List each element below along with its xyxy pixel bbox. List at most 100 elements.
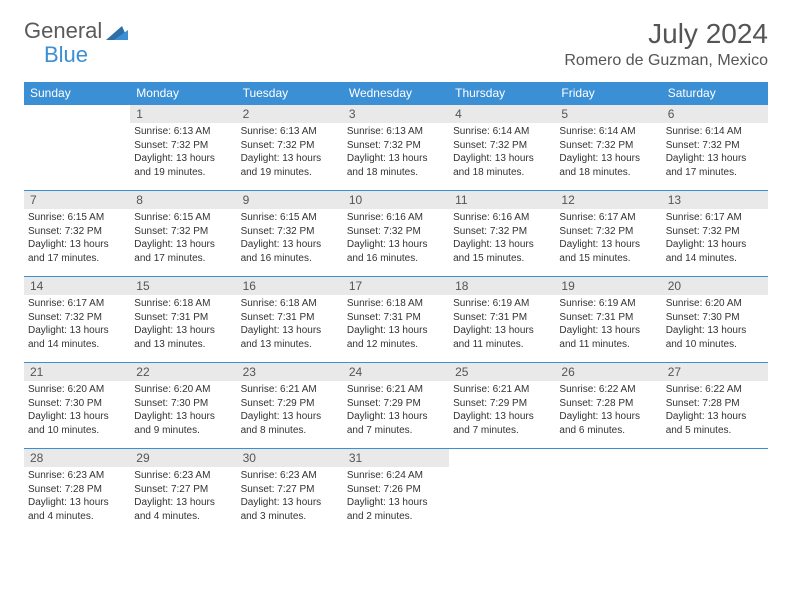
brand-text-1: General — [24, 18, 102, 44]
day-number: 16 — [237, 276, 343, 295]
calendar-cell: 2Sunrise: 6:13 AMSunset: 7:32 PMDaylight… — [237, 104, 343, 190]
calendar-cell — [662, 448, 768, 534]
day-details: Sunrise: 6:17 AMSunset: 7:32 PMDaylight:… — [24, 295, 130, 355]
day-number: 25 — [449, 362, 555, 381]
empty-day-bar — [555, 448, 661, 467]
day-details: Sunrise: 6:18 AMSunset: 7:31 PMDaylight:… — [130, 295, 236, 355]
day-number: 27 — [662, 362, 768, 381]
calendar-head: SundayMondayTuesdayWednesdayThursdayFrid… — [24, 82, 768, 104]
brand-logo: General — [24, 18, 130, 44]
day-number: 18 — [449, 276, 555, 295]
day-details: Sunrise: 6:15 AMSunset: 7:32 PMDaylight:… — [237, 209, 343, 269]
day-details: Sunrise: 6:14 AMSunset: 7:32 PMDaylight:… — [449, 123, 555, 183]
day-number: 31 — [343, 448, 449, 467]
day-number: 6 — [662, 104, 768, 123]
day-details: Sunrise: 6:14 AMSunset: 7:32 PMDaylight:… — [555, 123, 661, 183]
day-details: Sunrise: 6:13 AMSunset: 7:32 PMDaylight:… — [343, 123, 449, 183]
calendar-cell: 4Sunrise: 6:14 AMSunset: 7:32 PMDaylight… — [449, 104, 555, 190]
day-number: 22 — [130, 362, 236, 381]
calendar-cell: 23Sunrise: 6:21 AMSunset: 7:29 PMDayligh… — [237, 362, 343, 448]
calendar-cell: 3Sunrise: 6:13 AMSunset: 7:32 PMDaylight… — [343, 104, 449, 190]
calendar-cell: 19Sunrise: 6:19 AMSunset: 7:31 PMDayligh… — [555, 276, 661, 362]
day-details: Sunrise: 6:20 AMSunset: 7:30 PMDaylight:… — [130, 381, 236, 441]
day-number: 29 — [130, 448, 236, 467]
day-details: Sunrise: 6:19 AMSunset: 7:31 PMDaylight:… — [555, 295, 661, 355]
brand-row2: Blue — [24, 42, 88, 68]
calendar-cell — [24, 104, 130, 190]
day-number: 10 — [343, 190, 449, 209]
empty-day-bar — [662, 448, 768, 467]
day-details: Sunrise: 6:23 AMSunset: 7:27 PMDaylight:… — [130, 467, 236, 527]
calendar-table: SundayMondayTuesdayWednesdayThursdayFrid… — [24, 82, 768, 534]
weekday-header: Friday — [555, 82, 661, 104]
calendar-week-row: 14Sunrise: 6:17 AMSunset: 7:32 PMDayligh… — [24, 276, 768, 362]
day-details: Sunrise: 6:16 AMSunset: 7:32 PMDaylight:… — [449, 209, 555, 269]
weekday-header: Thursday — [449, 82, 555, 104]
calendar-body: 1Sunrise: 6:13 AMSunset: 7:32 PMDaylight… — [24, 104, 768, 534]
day-details: Sunrise: 6:21 AMSunset: 7:29 PMDaylight:… — [343, 381, 449, 441]
weekday-header: Tuesday — [237, 82, 343, 104]
weekday-header: Saturday — [662, 82, 768, 104]
day-details: Sunrise: 6:20 AMSunset: 7:30 PMDaylight:… — [662, 295, 768, 355]
day-number: 19 — [555, 276, 661, 295]
calendar-cell: 15Sunrise: 6:18 AMSunset: 7:31 PMDayligh… — [130, 276, 236, 362]
day-number: 14 — [24, 276, 130, 295]
day-number: 30 — [237, 448, 343, 467]
empty-day-bar — [24, 104, 130, 123]
calendar-cell: 12Sunrise: 6:17 AMSunset: 7:32 PMDayligh… — [555, 190, 661, 276]
day-details: Sunrise: 6:15 AMSunset: 7:32 PMDaylight:… — [24, 209, 130, 269]
day-details: Sunrise: 6:23 AMSunset: 7:27 PMDaylight:… — [237, 467, 343, 527]
day-details: Sunrise: 6:24 AMSunset: 7:26 PMDaylight:… — [343, 467, 449, 527]
day-number: 4 — [449, 104, 555, 123]
calendar-cell: 13Sunrise: 6:17 AMSunset: 7:32 PMDayligh… — [662, 190, 768, 276]
calendar-cell: 9Sunrise: 6:15 AMSunset: 7:32 PMDaylight… — [237, 190, 343, 276]
day-number: 12 — [555, 190, 661, 209]
page-header: General July 2024 Romero de Guzman, Mexi… — [24, 18, 768, 70]
day-details: Sunrise: 6:17 AMSunset: 7:32 PMDaylight:… — [662, 209, 768, 269]
day-details: Sunrise: 6:17 AMSunset: 7:32 PMDaylight:… — [555, 209, 661, 269]
day-details: Sunrise: 6:16 AMSunset: 7:32 PMDaylight:… — [343, 209, 449, 269]
weekday-row: SundayMondayTuesdayWednesdayThursdayFrid… — [24, 82, 768, 104]
day-details: Sunrise: 6:21 AMSunset: 7:29 PMDaylight:… — [237, 381, 343, 441]
day-details: Sunrise: 6:14 AMSunset: 7:32 PMDaylight:… — [662, 123, 768, 183]
weekday-header: Sunday — [24, 82, 130, 104]
calendar-cell: 31Sunrise: 6:24 AMSunset: 7:26 PMDayligh… — [343, 448, 449, 534]
calendar-cell — [555, 448, 661, 534]
calendar-cell: 17Sunrise: 6:18 AMSunset: 7:31 PMDayligh… — [343, 276, 449, 362]
calendar-week-row: 1Sunrise: 6:13 AMSunset: 7:32 PMDaylight… — [24, 104, 768, 190]
day-number: 21 — [24, 362, 130, 381]
calendar-cell: 8Sunrise: 6:15 AMSunset: 7:32 PMDaylight… — [130, 190, 236, 276]
day-details: Sunrise: 6:18 AMSunset: 7:31 PMDaylight:… — [343, 295, 449, 355]
day-details: Sunrise: 6:13 AMSunset: 7:32 PMDaylight:… — [130, 123, 236, 183]
title-block: July 2024 Romero de Guzman, Mexico — [564, 18, 768, 70]
day-number: 23 — [237, 362, 343, 381]
day-number: 28 — [24, 448, 130, 467]
day-number: 1 — [130, 104, 236, 123]
brand-text-2: Blue — [44, 42, 88, 67]
calendar-cell: 22Sunrise: 6:20 AMSunset: 7:30 PMDayligh… — [130, 362, 236, 448]
calendar-cell: 11Sunrise: 6:16 AMSunset: 7:32 PMDayligh… — [449, 190, 555, 276]
day-number: 13 — [662, 190, 768, 209]
calendar-week-row: 7Sunrise: 6:15 AMSunset: 7:32 PMDaylight… — [24, 190, 768, 276]
empty-day-bar — [449, 448, 555, 467]
day-number: 17 — [343, 276, 449, 295]
day-number: 2 — [237, 104, 343, 123]
calendar-cell: 27Sunrise: 6:22 AMSunset: 7:28 PMDayligh… — [662, 362, 768, 448]
day-number: 26 — [555, 362, 661, 381]
calendar-cell: 1Sunrise: 6:13 AMSunset: 7:32 PMDaylight… — [130, 104, 236, 190]
day-details: Sunrise: 6:18 AMSunset: 7:31 PMDaylight:… — [237, 295, 343, 355]
day-details: Sunrise: 6:22 AMSunset: 7:28 PMDaylight:… — [662, 381, 768, 441]
calendar-cell — [449, 448, 555, 534]
day-number: 7 — [24, 190, 130, 209]
logo-triangle-icon — [106, 22, 128, 40]
day-number: 8 — [130, 190, 236, 209]
day-number: 24 — [343, 362, 449, 381]
calendar-cell: 14Sunrise: 6:17 AMSunset: 7:32 PMDayligh… — [24, 276, 130, 362]
day-number: 5 — [555, 104, 661, 123]
calendar-cell: 24Sunrise: 6:21 AMSunset: 7:29 PMDayligh… — [343, 362, 449, 448]
calendar-cell: 20Sunrise: 6:20 AMSunset: 7:30 PMDayligh… — [662, 276, 768, 362]
day-details: Sunrise: 6:20 AMSunset: 7:30 PMDaylight:… — [24, 381, 130, 441]
calendar-cell: 6Sunrise: 6:14 AMSunset: 7:32 PMDaylight… — [662, 104, 768, 190]
calendar-cell: 18Sunrise: 6:19 AMSunset: 7:31 PMDayligh… — [449, 276, 555, 362]
calendar-cell: 28Sunrise: 6:23 AMSunset: 7:28 PMDayligh… — [24, 448, 130, 534]
